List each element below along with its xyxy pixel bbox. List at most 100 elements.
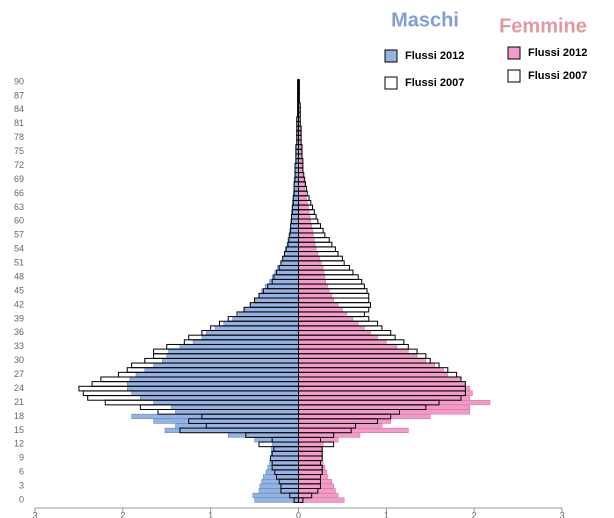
y-tick-label: 51	[14, 258, 24, 268]
y-tick-label: 18	[14, 411, 24, 421]
bar	[271, 441, 299, 447]
x-tick-label: 2	[120, 510, 125, 518]
bar	[298, 274, 326, 280]
bar	[298, 297, 334, 303]
bar	[298, 376, 462, 382]
bar	[264, 283, 299, 289]
y-tick-label: 30	[14, 355, 24, 365]
y-tick-label: 9	[19, 453, 24, 463]
bar	[280, 260, 299, 266]
bar	[232, 316, 299, 322]
bar	[292, 204, 299, 210]
bar	[153, 399, 299, 406]
y-tick-label: 54	[14, 244, 24, 254]
bar	[166, 353, 299, 359]
bar	[131, 413, 299, 420]
bar	[249, 302, 299, 308]
bar	[298, 478, 333, 485]
bar	[298, 427, 409, 433]
x-tick-label: 3	[559, 510, 564, 518]
y-tick-label: 78	[14, 132, 24, 142]
bar	[298, 237, 315, 243]
bar	[298, 153, 303, 159]
bar	[243, 307, 299, 313]
bar	[298, 302, 339, 308]
bar	[298, 432, 361, 438]
bar	[271, 446, 299, 452]
bar	[298, 269, 325, 276]
bar	[294, 172, 299, 178]
bar	[298, 214, 311, 220]
bar-outline	[298, 97, 300, 104]
bar	[298, 186, 305, 192]
y-tick-label: 81	[14, 118, 24, 128]
bar	[298, 279, 326, 285]
bar	[274, 269, 299, 276]
legend-swatch	[384, 49, 398, 63]
y-tick-label: 0	[19, 494, 24, 504]
bar	[298, 395, 471, 401]
bar	[265, 469, 299, 475]
bar	[258, 488, 299, 494]
y-tick-label: 21	[14, 397, 24, 407]
bar	[293, 181, 299, 187]
y-tick-label: 66	[14, 188, 24, 198]
bar	[298, 311, 348, 317]
y-tick-label: 6	[19, 467, 24, 477]
bar	[298, 418, 391, 424]
bar	[298, 251, 319, 257]
bar	[254, 497, 299, 503]
bar	[298, 316, 354, 322]
bar	[153, 418, 299, 424]
bar	[298, 167, 304, 173]
bar	[292, 195, 299, 201]
bar	[298, 339, 387, 345]
bar	[298, 320, 359, 327]
bar	[223, 320, 299, 327]
bar	[170, 404, 299, 410]
y-tick-label: 72	[14, 160, 24, 170]
x-tick-label: 2	[472, 510, 477, 518]
bar	[214, 325, 299, 331]
bar	[298, 413, 431, 420]
bar-outline	[298, 93, 300, 99]
bar	[298, 353, 418, 359]
group-title: Maschi	[391, 9, 459, 31]
bar-outline	[298, 88, 300, 95]
x-tick-label: 1	[384, 510, 389, 518]
bar	[298, 223, 312, 229]
bar	[298, 465, 326, 471]
y-tick-label: 36	[14, 327, 24, 337]
y-tick-label: 12	[14, 439, 24, 449]
y-tick-label: 75	[14, 146, 24, 156]
bar	[298, 451, 323, 457]
bar	[298, 283, 328, 289]
bar	[135, 372, 299, 378]
bar	[126, 381, 299, 387]
y-tick-label: 57	[14, 230, 24, 240]
y-tick-label: 15	[14, 425, 24, 435]
bar	[298, 497, 345, 503]
bar	[290, 223, 299, 229]
bar	[298, 474, 328, 480]
bar	[201, 334, 299, 341]
bar	[270, 455, 299, 461]
bar	[162, 358, 299, 364]
y-tick-label: 69	[14, 174, 24, 184]
bar	[298, 362, 435, 368]
legend-label: Flussi 2007	[528, 70, 587, 82]
x-tick-label: 3	[32, 510, 37, 518]
bar	[298, 409, 471, 415]
bar	[298, 228, 313, 234]
bar	[259, 483, 299, 489]
legend-label: Flussi 2012	[405, 50, 464, 62]
bar	[258, 293, 299, 299]
bar	[271, 451, 299, 457]
bar	[298, 358, 427, 364]
bar	[175, 423, 299, 429]
bar	[206, 330, 299, 336]
bar	[298, 209, 310, 215]
bar	[298, 488, 336, 494]
bar	[298, 163, 303, 169]
bar	[227, 432, 299, 438]
